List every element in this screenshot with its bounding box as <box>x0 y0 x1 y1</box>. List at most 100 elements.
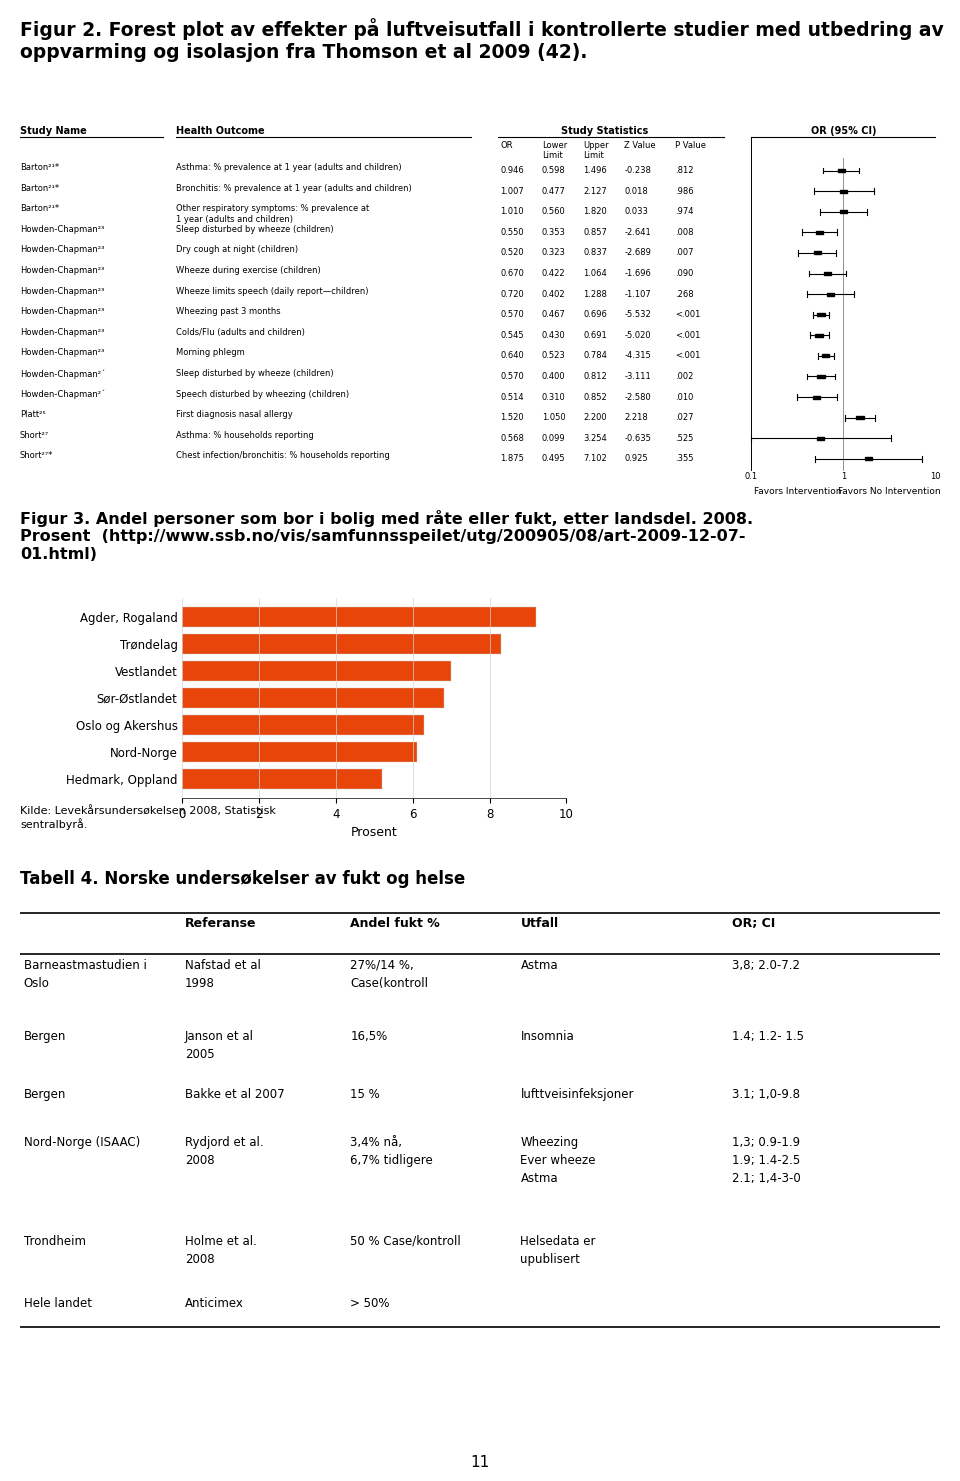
Text: 0.400: 0.400 <box>541 372 565 381</box>
Text: Asthma: % households reporting: Asthma: % households reporting <box>177 431 314 440</box>
Text: Health Outcome: Health Outcome <box>177 126 265 136</box>
Text: Referanse: Referanse <box>184 918 256 930</box>
Bar <box>816 231 823 234</box>
Text: Wheeze limits speech (daily report—children): Wheeze limits speech (daily report—child… <box>177 287 369 296</box>
Text: 0.520: 0.520 <box>500 249 524 258</box>
Text: 0.837: 0.837 <box>583 249 607 258</box>
Bar <box>840 210 848 213</box>
Bar <box>817 312 825 315</box>
Text: Howden-Chapman²³: Howden-Chapman²³ <box>20 267 105 275</box>
Bar <box>182 634 501 655</box>
Text: Barton²¹*: Barton²¹* <box>20 184 60 193</box>
Text: 0.467: 0.467 <box>541 310 565 320</box>
Text: > 50%: > 50% <box>350 1297 390 1311</box>
Text: Howden-Chapman²´: Howden-Chapman²´ <box>20 369 106 379</box>
Text: 0.523: 0.523 <box>541 351 565 360</box>
Text: Study Name: Study Name <box>20 126 86 136</box>
Bar <box>815 333 823 336</box>
Text: .008: .008 <box>675 228 693 237</box>
Text: .007: .007 <box>675 249 693 258</box>
Text: 2.200: 2.200 <box>583 413 607 422</box>
Text: Speech disturbed by wheezing (children): Speech disturbed by wheezing (children) <box>177 390 349 398</box>
Text: Z Value: Z Value <box>624 141 656 150</box>
Text: -4.315: -4.315 <box>624 351 651 360</box>
Text: 0.550: 0.550 <box>500 228 524 237</box>
Text: OR (95% CI): OR (95% CI) <box>810 126 876 136</box>
Bar <box>817 375 825 378</box>
Text: 0.514: 0.514 <box>500 392 524 401</box>
Bar <box>824 273 831 275</box>
Text: 27%/14 %,
Case(kontroll: 27%/14 %, Case(kontroll <box>350 958 428 989</box>
Text: 1.496: 1.496 <box>583 166 607 175</box>
Text: 1.010: 1.010 <box>500 207 524 216</box>
Text: -5.020: -5.020 <box>624 330 651 339</box>
Text: 50 % Case/kontroll: 50 % Case/kontroll <box>350 1235 461 1248</box>
Text: -0.238: -0.238 <box>624 166 651 175</box>
Text: 1.4; 1.2- 1.5: 1.4; 1.2- 1.5 <box>732 1031 804 1043</box>
Text: 1: 1 <box>841 472 846 481</box>
Text: Asthma: % prevalence at 1 year (adults and children): Asthma: % prevalence at 1 year (adults a… <box>177 163 402 172</box>
Text: 15 %: 15 % <box>350 1087 380 1100</box>
Text: OR; CI: OR; CI <box>732 918 776 930</box>
Text: Barneastmastudien i
Oslo: Barneastmastudien i Oslo <box>24 958 147 989</box>
Text: Howden-Chapman²³: Howden-Chapman²³ <box>20 246 105 255</box>
Text: Wheezing
Ever wheeze
Astma: Wheezing Ever wheeze Astma <box>520 1136 596 1185</box>
Text: 1.064: 1.064 <box>583 270 607 278</box>
Bar <box>822 354 829 357</box>
Text: Insomnia: Insomnia <box>520 1031 574 1043</box>
Text: 0.568: 0.568 <box>500 434 524 443</box>
Text: 2.127: 2.127 <box>583 187 607 195</box>
Text: 0.495: 0.495 <box>541 455 565 464</box>
Text: Barton²¹*: Barton²¹* <box>20 163 60 172</box>
Text: 0.696: 0.696 <box>583 310 607 320</box>
Bar <box>182 769 382 789</box>
Text: Wheezing past 3 months: Wheezing past 3 months <box>177 307 281 317</box>
Bar <box>813 395 821 398</box>
Bar <box>813 252 821 255</box>
Text: Colds/Flu (adults and children): Colds/Flu (adults and children) <box>177 327 305 336</box>
Text: Howden-Chapman²³: Howden-Chapman²³ <box>20 307 105 317</box>
Text: Figur 2. Forest plot av effekter på luftveisutfall i kontrollerte studier med ut: Figur 2. Forest plot av effekter på luft… <box>20 18 944 62</box>
Text: Platt²⁵: Platt²⁵ <box>20 410 46 419</box>
Text: 1.875: 1.875 <box>500 455 524 464</box>
Text: .010: .010 <box>675 392 693 401</box>
Text: .525: .525 <box>675 434 693 443</box>
Text: Barton²¹*: Barton²¹* <box>20 204 60 213</box>
Text: -5.532: -5.532 <box>624 310 651 320</box>
Text: Other respiratory symptoms: % prevalence at
1 year (adults and children): Other respiratory symptoms: % prevalence… <box>177 204 370 224</box>
Bar <box>817 437 825 440</box>
Text: Morning phlegm: Morning phlegm <box>177 348 245 357</box>
Text: Howden-Chapman²³: Howden-Chapman²³ <box>20 225 105 234</box>
Text: 0.852: 0.852 <box>583 392 607 401</box>
Text: 0.033: 0.033 <box>624 207 648 216</box>
Text: <.001: <.001 <box>675 330 701 339</box>
Text: .974: .974 <box>675 207 693 216</box>
Text: 0.925: 0.925 <box>624 455 648 464</box>
Text: 1.288: 1.288 <box>583 290 607 299</box>
Text: .268: .268 <box>675 290 694 299</box>
Bar <box>182 742 417 761</box>
Text: .812: .812 <box>675 166 693 175</box>
Bar <box>827 293 834 296</box>
Text: 2.218: 2.218 <box>624 413 648 422</box>
Text: First diagnosis nasal allergy: First diagnosis nasal allergy <box>177 410 293 419</box>
Text: Andel fukt %: Andel fukt % <box>350 918 440 930</box>
Text: Wheeze during exercise (children): Wheeze during exercise (children) <box>177 267 322 275</box>
Text: 0.720: 0.720 <box>500 290 524 299</box>
Text: Lower
Limit: Lower Limit <box>541 141 567 160</box>
Text: Howden-Chapman²³: Howden-Chapman²³ <box>20 348 105 357</box>
Text: Short²⁷: Short²⁷ <box>20 431 49 440</box>
Text: 0.422: 0.422 <box>541 270 565 278</box>
Text: Trondheim: Trondheim <box>24 1235 85 1248</box>
Bar <box>856 416 864 419</box>
Text: Janson et al
2005: Janson et al 2005 <box>184 1031 253 1062</box>
Text: -3.111: -3.111 <box>624 372 651 381</box>
Text: 11: 11 <box>470 1454 490 1471</box>
X-axis label: Prosent: Prosent <box>351 826 397 840</box>
Text: 0.353: 0.353 <box>541 228 565 237</box>
Text: 1.520: 1.520 <box>500 413 524 422</box>
Text: 1.820: 1.820 <box>583 207 607 216</box>
Text: Bakke et al 2007: Bakke et al 2007 <box>184 1087 284 1100</box>
Text: 3.1; 1,0-9.8: 3.1; 1,0-9.8 <box>732 1087 800 1100</box>
Text: 0.812: 0.812 <box>583 372 607 381</box>
